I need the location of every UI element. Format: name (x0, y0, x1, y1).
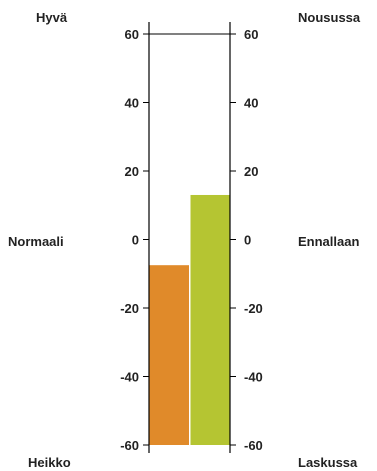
right-tick-label: -40 (244, 370, 263, 385)
left-tick-label: 40 (125, 96, 139, 111)
right-middle-label: Ennallaan (298, 234, 359, 249)
left-tick-label: -60 (120, 438, 139, 453)
ticks-layer: 60 60 40 40 20 20 0 0 -20 -20 -40 -40 -60 -60 (120, 27, 263, 453)
right-tick-label: 60 (244, 27, 258, 42)
left-top-label: Hyvä (36, 10, 68, 25)
bars-layer (149, 194, 230, 445)
left-tick-label: -20 (120, 301, 139, 316)
bar-2 (190, 194, 230, 445)
left-tick-label: -40 (120, 370, 139, 385)
left-bottom-label: Heikko (28, 455, 71, 470)
left-tick-label: 0 (132, 233, 139, 248)
bar-1 (149, 265, 189, 445)
right-bottom-label: Laskussa (298, 455, 358, 470)
left-tick-label: 60 (125, 27, 139, 42)
axes-layer (148, 22, 231, 453)
right-tick-label: 20 (244, 164, 258, 179)
right-top-label: Nousussa (298, 10, 361, 25)
left-tick-label: 20 (125, 164, 139, 179)
right-tick-label: 0 (244, 233, 251, 248)
right-tick-label: -20 (244, 301, 263, 316)
left-middle-label: Normaali (8, 234, 64, 249)
right-tick-label: -60 (244, 438, 263, 453)
right-tick-label: 40 (244, 96, 258, 111)
